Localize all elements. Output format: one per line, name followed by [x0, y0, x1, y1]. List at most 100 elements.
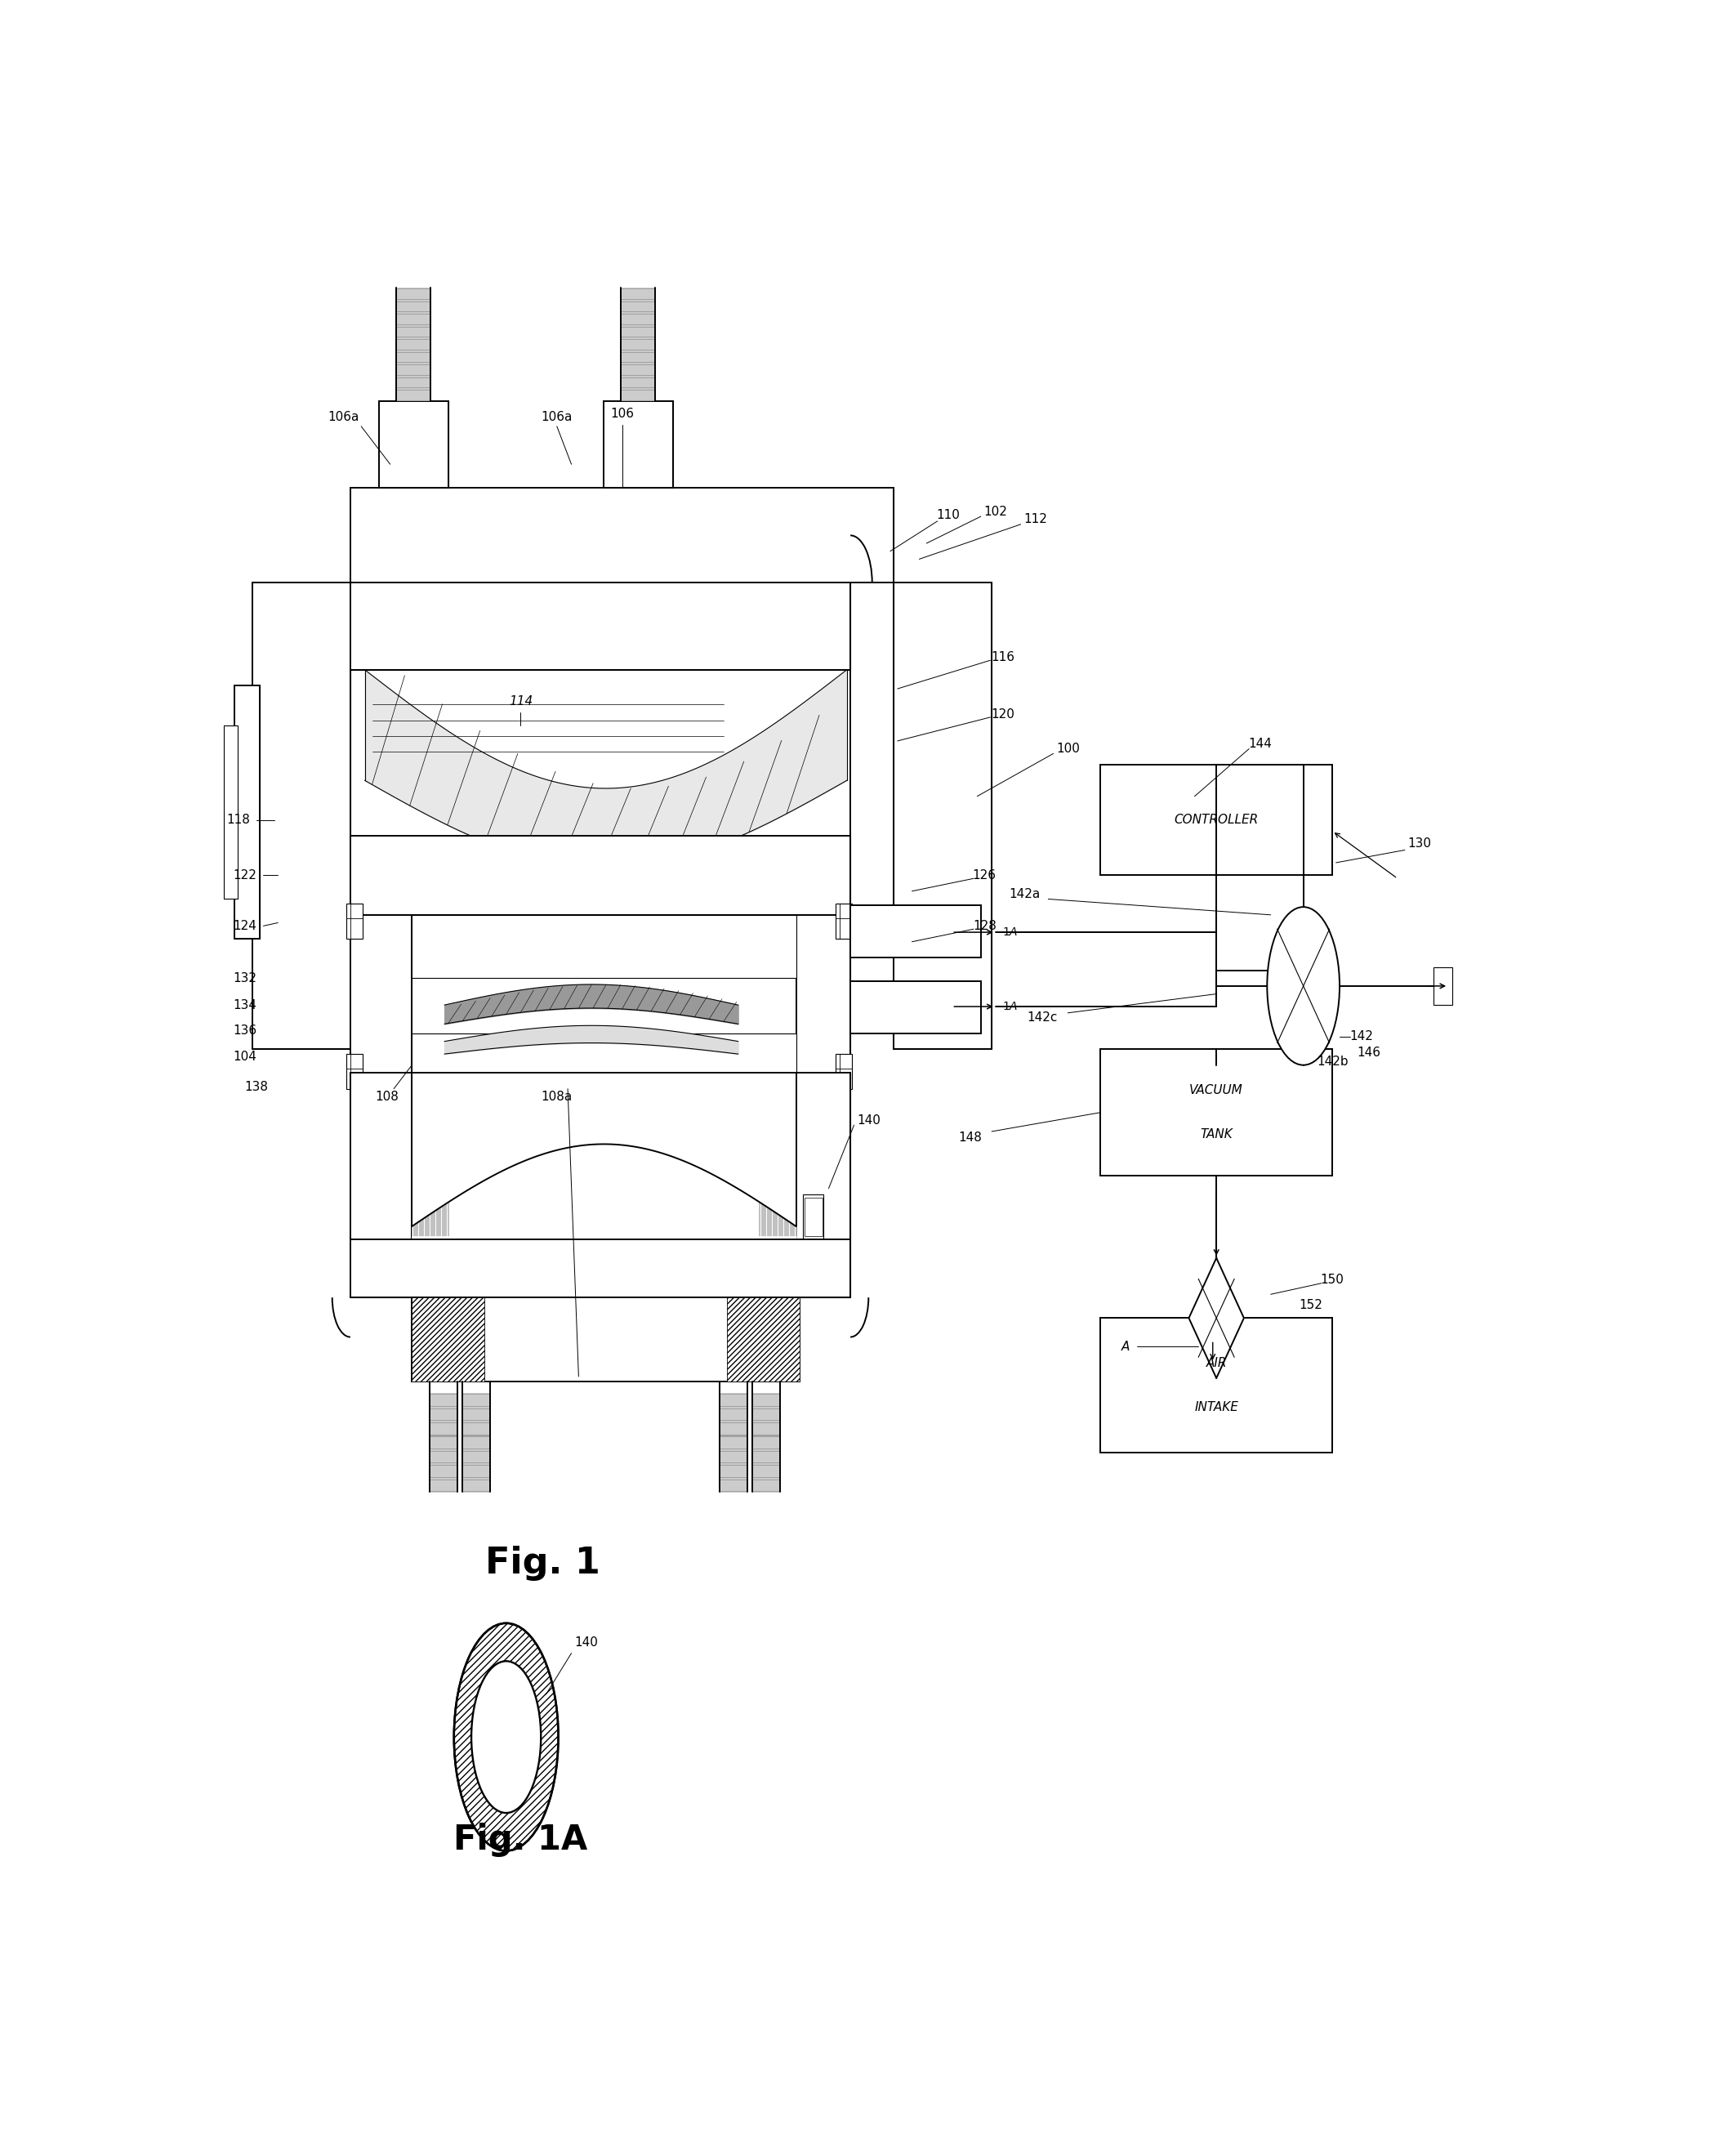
Text: CONTROLLER: CONTROLLER: [1175, 813, 1258, 826]
Bar: [851, 582, 894, 908]
Bar: [396, 315, 431, 326]
Bar: [753, 1451, 780, 1464]
Bar: [836, 903, 851, 938]
Bar: [396, 338, 431, 351]
Text: 122: 122: [234, 869, 258, 882]
Bar: [349, 837, 851, 914]
Bar: [1100, 1317, 1332, 1453]
Bar: [1100, 765, 1332, 875]
Text: A: A: [1121, 1341, 1130, 1352]
Text: TANK: TANK: [1201, 1128, 1232, 1141]
Bar: [753, 1423, 780, 1436]
Bar: [851, 906, 981, 957]
Text: 116: 116: [991, 651, 1014, 664]
Text: 142c: 142c: [1028, 1011, 1057, 1024]
Text: AIR: AIR: [1206, 1356, 1227, 1369]
Text: 128: 128: [972, 921, 996, 931]
Text: 106a: 106a: [541, 410, 573, 423]
Bar: [346, 903, 363, 938]
Bar: [462, 1408, 490, 1421]
Text: 106a: 106a: [327, 410, 358, 423]
Bar: [431, 1423, 457, 1436]
Bar: [621, 364, 656, 375]
Bar: [412, 1033, 796, 1074]
Text: 126: 126: [972, 869, 996, 882]
Bar: [753, 1479, 780, 1492]
Text: 102: 102: [984, 505, 1007, 517]
Bar: [803, 1194, 823, 1240]
Bar: [431, 1395, 457, 1406]
Bar: [462, 1466, 490, 1477]
Bar: [621, 328, 656, 338]
Polygon shape: [1189, 1257, 1244, 1378]
Bar: [379, 401, 448, 487]
Bar: [412, 914, 796, 979]
Bar: [223, 724, 239, 899]
Bar: [604, 401, 673, 487]
Bar: [753, 1395, 780, 1406]
Bar: [1206, 1289, 1227, 1317]
Text: 152: 152: [1299, 1300, 1322, 1311]
Bar: [396, 377, 431, 388]
Bar: [431, 1479, 457, 1492]
Bar: [796, 1074, 851, 1240]
Bar: [253, 582, 349, 1050]
Text: 142b: 142b: [1317, 1056, 1348, 1067]
Text: 130: 130: [1408, 837, 1431, 849]
Bar: [1100, 1050, 1332, 1175]
Bar: [396, 364, 431, 375]
Bar: [621, 315, 656, 326]
Bar: [349, 1074, 851, 1240]
Bar: [462, 1423, 490, 1436]
Text: 138: 138: [244, 1080, 268, 1093]
Bar: [727, 1298, 799, 1382]
Bar: [431, 1466, 457, 1477]
Bar: [349, 1074, 412, 1240]
Bar: [462, 1479, 490, 1492]
Bar: [349, 914, 851, 1074]
Bar: [253, 582, 349, 1050]
Bar: [346, 1054, 363, 1089]
Bar: [223, 724, 239, 899]
Bar: [621, 351, 656, 362]
Text: 150: 150: [1320, 1274, 1344, 1287]
Bar: [720, 1436, 747, 1449]
Text: 140: 140: [856, 1115, 881, 1128]
Bar: [621, 302, 656, 313]
Bar: [396, 289, 431, 300]
Text: 146: 146: [1356, 1046, 1381, 1059]
Bar: [349, 914, 412, 1074]
Bar: [412, 1033, 796, 1074]
Text: 132: 132: [234, 972, 258, 985]
Bar: [349, 1074, 412, 1240]
Bar: [349, 487, 894, 582]
Text: 110: 110: [936, 509, 960, 522]
Bar: [621, 289, 656, 300]
Bar: [462, 1451, 490, 1464]
Bar: [349, 582, 851, 671]
Bar: [621, 390, 656, 401]
Text: 120: 120: [991, 707, 1014, 720]
Bar: [349, 582, 851, 671]
Text: 104: 104: [234, 1050, 258, 1063]
Text: 134: 134: [234, 998, 258, 1011]
Bar: [431, 1408, 457, 1421]
Bar: [396, 328, 431, 338]
Bar: [720, 1479, 747, 1492]
Bar: [796, 1074, 851, 1240]
Bar: [396, 351, 431, 362]
Bar: [720, 1408, 747, 1421]
Bar: [621, 377, 656, 388]
Bar: [753, 1436, 780, 1449]
Text: INTAKE: INTAKE: [1194, 1401, 1239, 1414]
Bar: [234, 686, 260, 938]
Bar: [720, 1423, 747, 1436]
Text: 114: 114: [509, 694, 533, 707]
Bar: [851, 582, 894, 908]
Bar: [1434, 968, 1451, 1005]
Text: 136: 136: [234, 1024, 258, 1037]
Bar: [379, 401, 448, 487]
Text: 124: 124: [234, 921, 258, 931]
Text: 100: 100: [1055, 742, 1080, 755]
Circle shape: [471, 1660, 541, 1813]
